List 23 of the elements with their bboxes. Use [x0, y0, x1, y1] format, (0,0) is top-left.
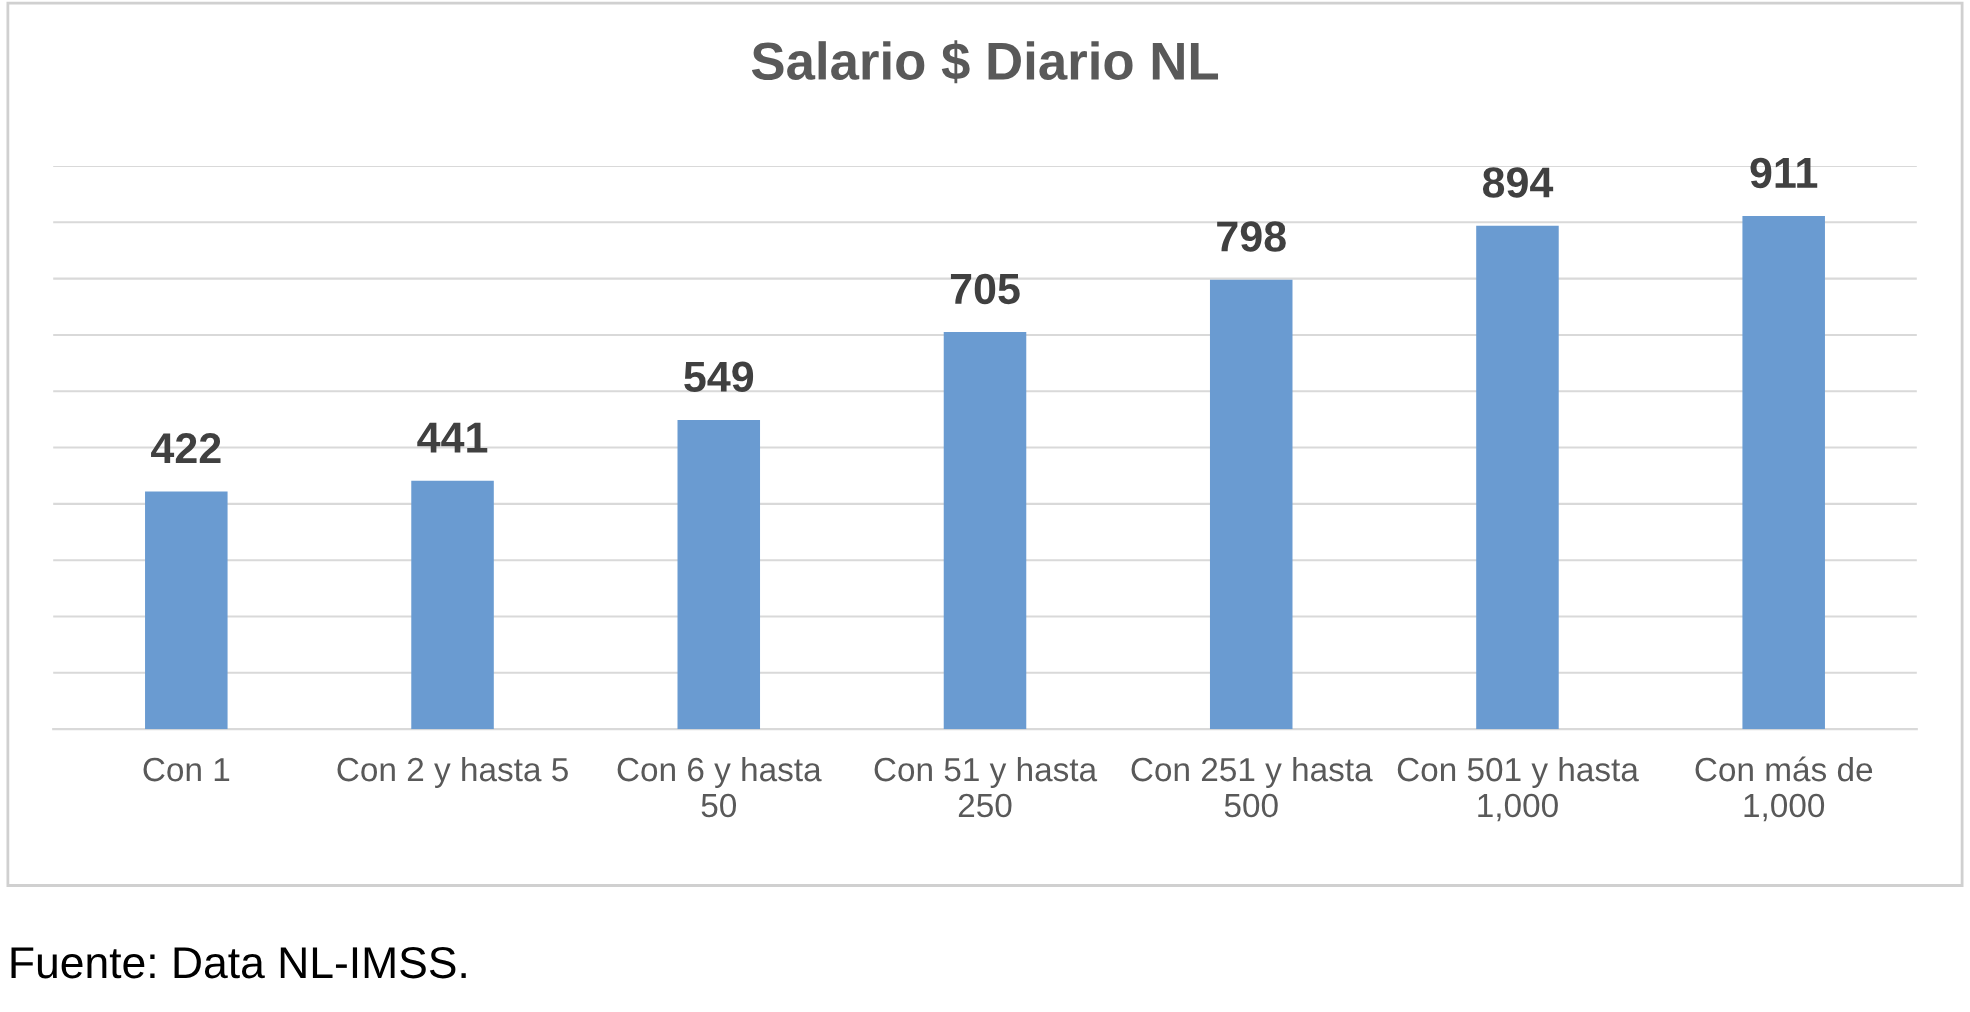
data-label: 549: [684, 361, 754, 393]
x-tick-label: Con 251 y hasta 500: [1131, 756, 1373, 818]
data-label: 441: [417, 422, 488, 453]
data-label: 422: [151, 433, 221, 464]
bar: [145, 491, 228, 730]
data-label: 705: [950, 273, 1020, 305]
chart-title: Salario $ Diario NL: [751, 40, 1219, 84]
x-tick-label: Con 51 y hasta 250: [874, 756, 1098, 818]
bar: [677, 419, 761, 730]
x-tick-label: Con 1: [143, 757, 230, 782]
x-tick-label: Con más de 1,000: [1695, 756, 1873, 822]
bar: [1209, 279, 1293, 730]
bar: [943, 332, 1027, 730]
x-tick-label: Con 501 y hasta 1,000: [1397, 756, 1639, 822]
bar: [411, 480, 494, 730]
data-label: 894: [1482, 167, 1554, 198]
x-tick-label: Con 6 y hasta 50: [617, 756, 822, 818]
bar: [1476, 225, 1559, 730]
bar: [1742, 216, 1825, 730]
data-label: 798: [1217, 221, 1286, 252]
x-tick-label: Con 2 y hasta 5: [337, 756, 568, 788]
data-label: 911: [1750, 157, 1818, 189]
source-note: Fuente: Data NL-IMSS.: [11, 946, 466, 979]
